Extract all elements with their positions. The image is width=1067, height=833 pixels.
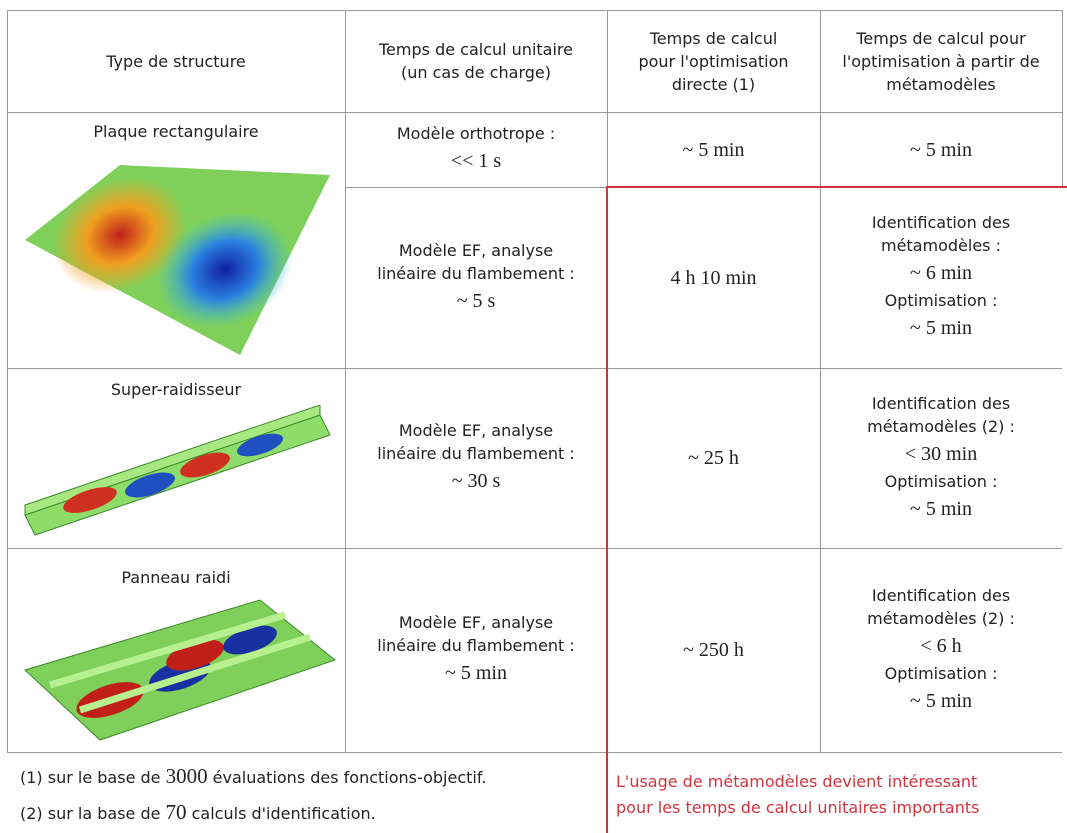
- footnote: (1) sur le base de 3000 évaluations des …: [20, 764, 486, 789]
- header-cell: Temps de calcul unitaire (un cas de charg…: [345, 10, 607, 112]
- rule: [7, 10, 8, 752]
- unit-cell: Modèle EF, analyse linéaire du flambement…: [345, 187, 607, 368]
- note-text: (1) sur le base de: [20, 768, 166, 787]
- header-text: (un cas de charge): [401, 63, 551, 82]
- cell-value: ~ 25 h: [688, 447, 739, 469]
- cell-text: Identification des: [871, 213, 1011, 232]
- direct-cell: ~ 250 h: [607, 548, 820, 752]
- unit-cell: Modèle EF, analyse linéaire du flambement…: [345, 368, 607, 548]
- structure-text: Panneau raidi: [121, 567, 231, 587]
- header-text: pour l'optimisation: [638, 51, 789, 71]
- cell-value: < 30 min: [904, 442, 978, 465]
- plate-image: [25, 165, 330, 355]
- rule: [607, 10, 608, 187]
- cell-value: ~ 6 min: [910, 262, 972, 284]
- cell-text: Identification des: [871, 585, 1011, 605]
- meta-cell: Identification des métamodèles (2) : < 6 h…: [820, 548, 1062, 752]
- header-text: métamodèles: [886, 74, 996, 94]
- direct-cell: ~ 25 h: [607, 368, 820, 548]
- cell-text: métamodèles :: [881, 236, 1001, 255]
- header-text: Temps de calcul unitaire: [379, 40, 573, 59]
- header-cell: Temps de calcul pour l'optimisation à par…: [820, 10, 1062, 112]
- note-text: évaluations des fonctions-objectif.: [207, 768, 487, 787]
- cell-text: linéaire du flambement :: [377, 444, 575, 463]
- cell-text: Modèle orthotrope :: [396, 124, 556, 143]
- header-text: l'optimisation à partir de: [842, 51, 1040, 71]
- cell-text: Optimisation :: [884, 663, 998, 683]
- remark: L'usage de métamodèles devient intéressa…: [616, 772, 978, 791]
- note-number: 3000: [165, 764, 208, 788]
- header-text: directe (1): [671, 74, 756, 94]
- cell-value: ~ 5 min: [910, 317, 972, 339]
- cell-text: métamodèles (2) :: [867, 608, 1015, 628]
- note-text: calculs d'identification.: [186, 804, 376, 823]
- cell-text: Modèle EF, analyse: [398, 421, 554, 440]
- meta-cell: Identification des métamodèles (2) : < 30 …: [820, 368, 1062, 548]
- cell-value: ~ 250 h: [683, 639, 744, 661]
- cell-text: Modèle EF, analyse: [398, 613, 554, 632]
- stiffener-image: [24, 405, 331, 536]
- meta-cell: Identification des métamodèles : ~ 6 min Op…: [820, 187, 1062, 368]
- rule: [345, 187, 607, 188]
- meta-cell: ~ 5 min: [820, 112, 1062, 187]
- header-cell: Temps de calcul pour l'optimisation direct…: [607, 10, 820, 112]
- cell-value: ~ 5 s: [456, 289, 496, 312]
- rule: [7, 752, 1062, 753]
- red-rule: [606, 186, 608, 833]
- unit-cell: Modèle EF, analyse linéaire du flambement…: [345, 548, 607, 752]
- cell-value: 4 h 10 min: [670, 266, 757, 289]
- cell-text: Identification des: [871, 393, 1011, 413]
- structure-name: Panneau raidi: [7, 564, 345, 590]
- cell-text: Modèle EF, analyse: [398, 240, 554, 260]
- cell-text: Optimisation :: [884, 291, 998, 310]
- cell-text: métamodèles (2) :: [867, 416, 1015, 436]
- cell-value: ~ 5 min: [445, 662, 507, 684]
- note-number: 70: [165, 800, 187, 824]
- rule: [7, 10, 1062, 11]
- rule: [7, 368, 1062, 369]
- direct-cell: ~ 5 min: [607, 112, 820, 187]
- cell-text: linéaire du flambement :: [377, 263, 575, 283]
- header-text: Temps de calcul: [649, 28, 778, 48]
- header-text: Type de structure: [106, 51, 246, 71]
- cell-value: << 1 s: [450, 150, 502, 172]
- cell-value: ~ 30 s: [451, 470, 501, 492]
- rule: [345, 10, 346, 752]
- structure-text: Super-raidisseur: [110, 379, 242, 399]
- rule: [7, 548, 1062, 549]
- cell-value: ~ 5 min: [910, 497, 972, 520]
- rule: [820, 10, 821, 752]
- rule: [1062, 10, 1063, 187]
- direct-cell: 4 h 10 min: [607, 187, 820, 368]
- cell-value: ~ 5 min: [910, 689, 972, 712]
- header-text: Temps de calcul pour: [856, 28, 1026, 48]
- structure-name: Plaque rectangulaire: [7, 118, 345, 144]
- structure-name: Super-raidisseur: [7, 376, 345, 402]
- structure-text: Plaque rectangulaire: [93, 121, 259, 141]
- cell-value: ~ 5 min: [910, 138, 972, 161]
- cell-text: Optimisation :: [884, 471, 998, 491]
- rule: [7, 112, 1062, 113]
- cell-value: < 6 h: [920, 634, 962, 657]
- panel-image: [24, 599, 337, 741]
- red-rule: [606, 186, 1067, 188]
- cell-value: ~ 5 min: [682, 138, 745, 161]
- remark: pour les temps de calcul unitaires impor…: [616, 798, 980, 817]
- footnote: (2) sur la base de 70 calculs d'identifi…: [20, 800, 376, 825]
- note-text: (2) sur la base de: [20, 804, 166, 823]
- cell-text: linéaire du flambement :: [377, 636, 575, 655]
- header-cell: Type de structure: [7, 10, 345, 112]
- unit-cell: Modèle orthotrope : << 1 s: [345, 112, 607, 187]
